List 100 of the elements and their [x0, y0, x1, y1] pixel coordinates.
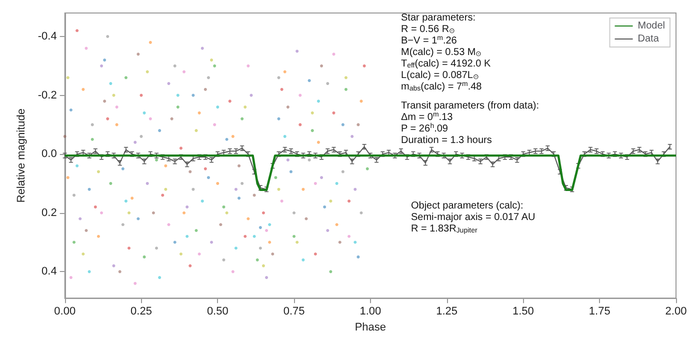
point [222, 205, 226, 208]
point [292, 234, 296, 238]
point [238, 164, 241, 168]
point [332, 52, 336, 56]
point [323, 205, 326, 208]
point [246, 64, 250, 68]
point [335, 182, 338, 185]
point [76, 29, 79, 32]
point [244, 234, 247, 238]
point [109, 182, 112, 185]
point [100, 211, 104, 214]
point [115, 123, 118, 126]
point [225, 211, 228, 214]
point [106, 117, 110, 120]
point [128, 211, 131, 214]
y-axis-title: Relative magnitude [16, 108, 28, 203]
point [238, 196, 241, 200]
point [252, 194, 256, 197]
legend-label: Data [638, 34, 660, 44]
point [134, 282, 137, 285]
point [152, 211, 155, 214]
x-tick-label: 2.00 [665, 306, 687, 318]
point [289, 170, 292, 174]
point [182, 70, 186, 74]
point [204, 88, 207, 91]
point [88, 188, 91, 191]
point [121, 167, 124, 170]
point [314, 252, 317, 256]
point [100, 64, 104, 68]
point [348, 234, 351, 238]
line-series [64, 154, 678, 192]
point [112, 94, 116, 97]
x-tick-label: 0.00 [54, 306, 76, 318]
point [252, 234, 256, 238]
point [63, 134, 66, 138]
point [90, 123, 94, 126]
point [326, 229, 330, 232]
point [121, 223, 124, 226]
point [164, 188, 168, 191]
point [302, 258, 305, 262]
point [167, 223, 170, 226]
point [292, 211, 296, 214]
point [136, 52, 140, 56]
point [316, 140, 320, 144]
point [219, 223, 222, 226]
point [265, 229, 268, 232]
point [320, 64, 324, 68]
point [256, 258, 259, 262]
point [134, 140, 137, 144]
point [310, 129, 314, 132]
point [210, 240, 214, 244]
point [192, 188, 195, 191]
point [170, 117, 174, 120]
point [72, 194, 76, 197]
point [124, 200, 128, 203]
point [332, 111, 336, 114]
point [115, 106, 118, 109]
point [344, 88, 348, 91]
point [158, 129, 162, 132]
point [354, 188, 357, 191]
point [280, 200, 284, 203]
point [335, 223, 338, 226]
point [69, 108, 72, 112]
point [176, 94, 180, 97]
point [179, 146, 182, 150]
point [194, 229, 198, 232]
legend-label: Model [638, 20, 666, 32]
point [140, 94, 143, 97]
point [194, 129, 198, 132]
point [198, 111, 201, 114]
point [341, 123, 344, 126]
point [362, 64, 366, 68]
point [140, 134, 143, 138]
point [268, 240, 272, 244]
point [148, 117, 152, 120]
point [250, 94, 253, 97]
point [200, 200, 204, 203]
point [316, 100, 320, 103]
point [360, 211, 363, 214]
point [274, 176, 278, 180]
point [106, 35, 110, 38]
point [136, 217, 140, 220]
y-tick-label: -0.2 [38, 89, 57, 102]
point [84, 46, 88, 50]
point [228, 100, 232, 103]
point [96, 234, 100, 238]
x-tick-label: 0.25 [130, 306, 152, 318]
point [240, 117, 244, 120]
point [348, 200, 351, 203]
point [231, 270, 234, 274]
point [341, 170, 344, 174]
point [296, 50, 299, 53]
point [158, 276, 162, 280]
point [142, 255, 146, 258]
point [76, 164, 79, 168]
point [182, 211, 186, 214]
point [310, 111, 314, 114]
x-axis-title: Phase [354, 322, 386, 334]
point [128, 246, 131, 250]
point [222, 258, 226, 262]
